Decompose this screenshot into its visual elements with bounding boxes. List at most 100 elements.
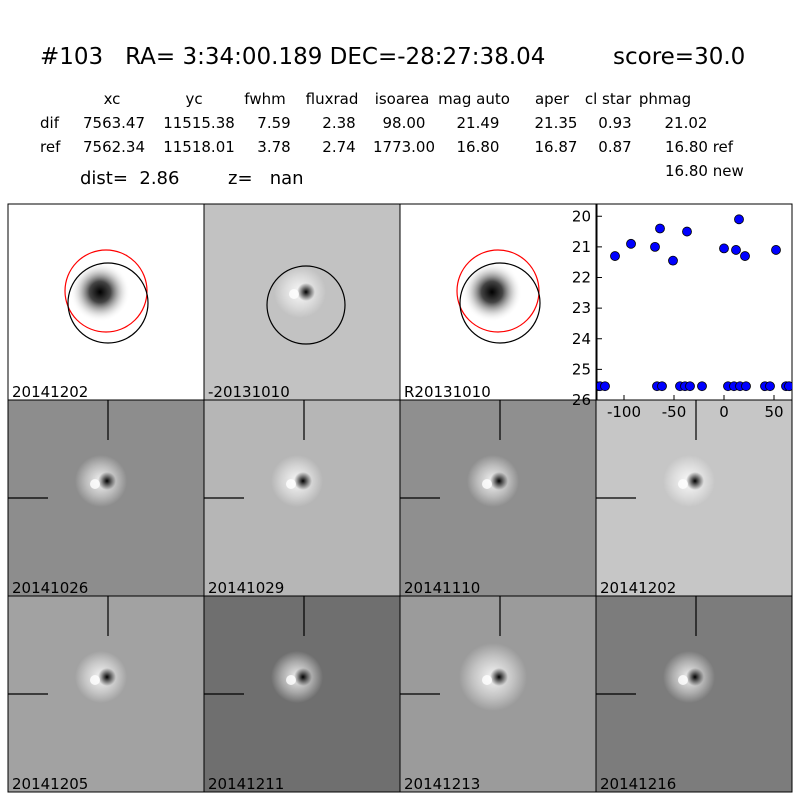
dipole-light — [90, 479, 100, 489]
table-cell: dif — [40, 114, 60, 132]
star-image — [462, 262, 522, 322]
dipole-light — [678, 675, 688, 685]
point — [657, 381, 667, 392]
table-cell: 1773.00 — [373, 138, 435, 156]
table-cell: 21.49 — [457, 114, 500, 132]
table-cell: 2.74 — [322, 138, 355, 156]
table-cell: 0.93 — [598, 114, 631, 132]
table-cell: 0.87 — [598, 138, 631, 156]
dipole-dark — [686, 668, 704, 686]
point — [697, 381, 707, 392]
panel-label: 20141211 — [208, 775, 284, 793]
panel-label: 20141110 — [404, 579, 480, 597]
point — [719, 243, 729, 254]
dipole-light — [678, 479, 688, 489]
table-cell: ref — [40, 138, 61, 156]
scatter-plot: 20 21 22 23 24 25 26 -100 -50 0 50 — [572, 203, 793, 421]
black-ring — [67, 262, 149, 344]
x-tick-label: 0 — [719, 403, 729, 421]
star-image — [70, 262, 130, 322]
dipole-light — [482, 675, 492, 685]
title: #103 RA= 3:34:00.189 DEC=-28:27:38.04 — [40, 44, 545, 70]
black-ring — [459, 262, 541, 344]
point — [771, 245, 781, 255]
panel-label: 20141202 — [600, 579, 676, 597]
table-cell: 16.80 — [457, 138, 500, 156]
plot-background — [596, 203, 793, 401]
y-tick-label: 21 — [572, 238, 591, 256]
dipole-light — [289, 289, 299, 299]
point — [740, 251, 750, 261]
point — [682, 226, 692, 237]
y-tick-label: 25 — [572, 360, 591, 378]
table-cell: 11515.38 — [163, 114, 235, 132]
table-cell: 7562.34 — [83, 138, 145, 156]
y-tick-label: 20 — [572, 207, 591, 225]
dipole-light — [90, 675, 100, 685]
table-cell: 98.00 — [383, 114, 426, 132]
dipole-dark — [297, 283, 315, 301]
x-tick-label: -50 — [662, 403, 687, 421]
red-ring — [64, 249, 148, 333]
y-tick-label: 22 — [572, 269, 591, 287]
score: score=30.0 — [613, 44, 745, 70]
black-ring — [266, 265, 346, 345]
dipole-light — [286, 675, 296, 685]
panel-label: 20141213 — [404, 775, 480, 793]
table-extra: 16.80 new — [665, 162, 744, 180]
x-tick-label: 50 — [764, 403, 783, 421]
panel-label: 20141029 — [208, 579, 284, 597]
column-header: fwhm — [244, 90, 285, 108]
panel-label: 20141026 — [12, 579, 88, 597]
point — [741, 381, 751, 392]
dist: dist= 2.86 — [80, 168, 179, 189]
point — [650, 241, 660, 252]
table-cell: 3.78 — [257, 138, 290, 156]
point — [685, 381, 695, 392]
table-cell: 2.38 — [322, 114, 355, 132]
panel-label: 20141216 — [600, 775, 676, 793]
dipole-dark — [490, 472, 508, 490]
dipole-dark — [294, 472, 312, 490]
point — [784, 381, 792, 392]
y-tick-label: 23 — [572, 299, 591, 317]
column-header: isoarea — [375, 90, 430, 108]
z: z= nan — [228, 168, 304, 189]
table-cell: 21.02 — [665, 114, 708, 132]
table-cell: 11518.01 — [163, 138, 235, 156]
dipole-dark — [98, 668, 116, 686]
panel-label: 20141202 — [12, 383, 88, 401]
table-cell: 16.80 ref — [665, 138, 734, 156]
dipole-light — [482, 479, 492, 489]
column-header: fluxrad — [306, 90, 359, 108]
table-cell: 7563.47 — [83, 114, 145, 132]
point — [600, 381, 610, 392]
point — [626, 238, 636, 249]
table-cell: 16.87 — [535, 138, 578, 156]
red-ring — [456, 249, 540, 333]
column-header: phmag — [639, 90, 691, 108]
column-header: yc — [185, 90, 202, 108]
column-header: mag auto — [438, 90, 510, 108]
point — [668, 255, 678, 266]
y-tick-label: 26 — [572, 391, 591, 409]
point — [655, 223, 665, 234]
point — [731, 245, 741, 255]
point — [765, 381, 775, 392]
dipole-dark — [686, 472, 704, 490]
dipole-dark — [490, 668, 508, 686]
point — [610, 251, 620, 261]
dipole-dark — [294, 668, 312, 686]
points — [597, 214, 792, 392]
panel-label: R20131010 — [404, 383, 491, 401]
table-cell: 21.35 — [535, 114, 578, 132]
column-header: cl star — [585, 90, 632, 108]
column-header: xc — [104, 90, 121, 108]
table-cell: 7.59 — [257, 114, 290, 132]
y-tick-label: 24 — [572, 330, 591, 348]
dipole-dark — [98, 472, 116, 490]
panel-label: -20131010 — [208, 383, 290, 401]
x-tick-label: -100 — [607, 403, 641, 421]
column-header: aper — [535, 90, 570, 108]
